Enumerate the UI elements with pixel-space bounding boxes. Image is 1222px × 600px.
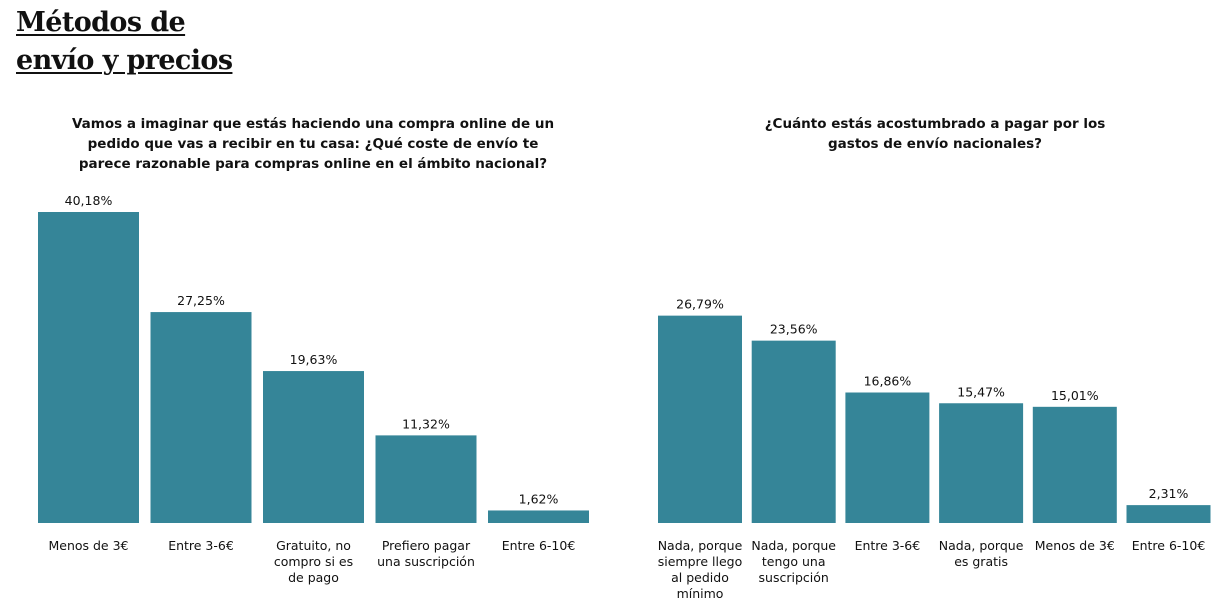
chart-2-value-label: 23,56% [770,322,818,337]
chart-2-category-label: Nada, porque es gratis [939,538,1024,569]
chart-2-value-label: 15,47% [957,384,1005,399]
chart-2-bar [751,340,836,523]
chart-1-bar [263,371,364,523]
category-label-line: Menos de 3€ [1035,538,1115,553]
category-label-line: mínimo [677,586,724,600]
chart-1-value-label: 19,63% [290,352,338,367]
category-label-line: Entre 6-10€ [502,538,576,553]
category-label-line: siempre llego [658,554,743,569]
chart-1-value-label: 11,32% [402,416,450,431]
chart-1-plot: 40,18% Menos de 3€ 27,25% Entre 3-6€ 19,63% G… [38,193,589,585]
chart-1-category-label: Gratuito, no compro si es de pago [274,538,353,585]
page-title: Métodos de envío y precios [16,4,336,80]
chart-2-category-label: Nada, porque tengo una suscripción [751,538,836,585]
category-label-line: Menos de 3€ [48,538,128,553]
category-label-line: una suscripción [377,554,475,569]
category-label-line: Prefiero pagar [382,538,471,553]
chart-1-value-label: 40,18% [65,193,113,208]
category-label-line: Entre 6-10€ [1132,538,1206,553]
chart-2-category-label: Entre 6-10€ [1132,538,1206,553]
chart-2-category-label: Entre 3-6€ [855,538,921,553]
chart-2-category-label: Nada, porque siempre llego al pedido mínimo [658,538,743,600]
page-title-line-1: Métodos de [16,7,186,38]
chart-2-bar [658,315,742,523]
chart-1-bar [488,510,589,523]
chart-2-title: ¿Cuánto estás acostumbrado a pagar por l… [764,116,1106,152]
chart-2-plot: 26,79%Nada, porque siempre llego al pedido… [658,297,1211,600]
category-label-line: Gratuito, no [276,538,351,553]
chart-1-value-label: 1,62% [519,491,559,506]
category-label-line: compro si es [274,554,353,569]
chart-1-bar [375,435,477,523]
chart-1-category-label: Entre 6-10€ [502,538,576,553]
chart-2-bar [1032,406,1117,523]
chart-1-bar [38,212,139,523]
chart-1-value-label: 27,25% [177,293,225,308]
chart-2-value-label: 16,86% [864,374,912,389]
category-label-line: tengo una [762,554,826,569]
category-label-line: suscripción [759,570,829,585]
chart-2-category-label: Menos de 3€ [1035,538,1115,553]
category-label-line: al pedido [671,570,729,585]
chart-2-value-label: 26,79% [676,297,724,312]
category-label-line: de pago [288,570,339,585]
chart-1-title: Vamos a imaginar que estás haciendo una … [71,116,555,172]
chart-1-bar [150,312,252,523]
category-label-line: Entre 3-6€ [168,538,234,553]
chart-1-category-label: Prefiero pagar una suscripción [377,538,475,569]
chart-1-category-label: Entre 3-6€ [168,538,234,553]
category-label-line: Nada, porque [939,538,1024,553]
category-label-line: Nada, porque [658,538,743,553]
page-title-line-2: envío y precios [16,45,233,76]
chart-2-value-label: 2,31% [1149,486,1189,501]
chart-1-category-label: Menos de 3€ [48,538,128,553]
chart-2-bar [845,392,930,523]
category-label-line: Nada, porque [751,538,836,553]
chart-2-value-label: 15,01% [1051,388,1099,403]
category-label-line: es gratis [954,554,1008,569]
chart-2-bar [939,403,1024,523]
chart-2-bar [1126,505,1211,523]
category-label-line: Entre 3-6€ [855,538,921,553]
